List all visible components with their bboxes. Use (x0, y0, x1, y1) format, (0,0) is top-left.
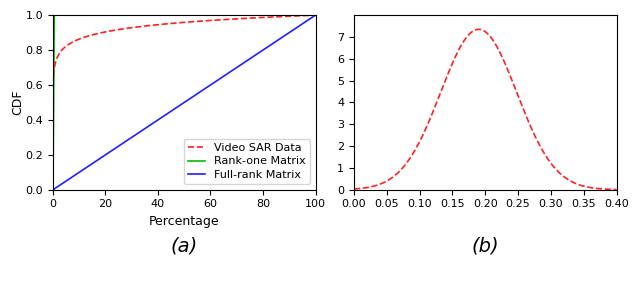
X-axis label: Percentage: Percentage (149, 215, 220, 228)
Legend: Video SAR Data, Rank-one Matrix, Full-rank Matrix: Video SAR Data, Rank-one Matrix, Full-ra… (184, 139, 310, 184)
Title: (a): (a) (171, 236, 198, 255)
Y-axis label: CDF: CDF (11, 90, 24, 115)
Title: (b): (b) (472, 236, 499, 255)
